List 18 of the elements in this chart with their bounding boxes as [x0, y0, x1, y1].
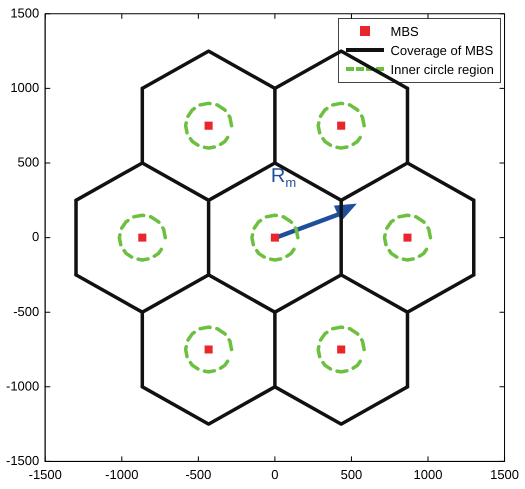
legend-label: Coverage of MBS — [390, 42, 494, 58]
y-tick-label: -1000 — [6, 378, 40, 394]
annotation: R$_{m}$ — [270, 164, 296, 190]
y-tick-label: 1500 — [10, 5, 40, 20]
x-tick-label: -1500 — [28, 466, 62, 482]
x-tick-label: 1000 — [414, 466, 442, 482]
x-tick-label: 500 — [340, 466, 362, 482]
legend-label: MBS — [390, 24, 419, 39]
legend-label: Inner circle region — [390, 62, 494, 77]
y-tick-label: 1000 — [10, 80, 40, 95]
x-tick-label: 0 — [271, 466, 279, 482]
y-tick-label: -1500 — [6, 452, 40, 468]
x-tick-label: 1500 — [490, 466, 519, 482]
x-tick-label: -1000 — [105, 466, 138, 482]
y-tick-label: 0 — [32, 229, 40, 244]
x-tick-label: -500 — [185, 466, 212, 482]
y-tick-label: -500 — [13, 304, 40, 319]
y-tick-label: 500 — [18, 154, 40, 170]
